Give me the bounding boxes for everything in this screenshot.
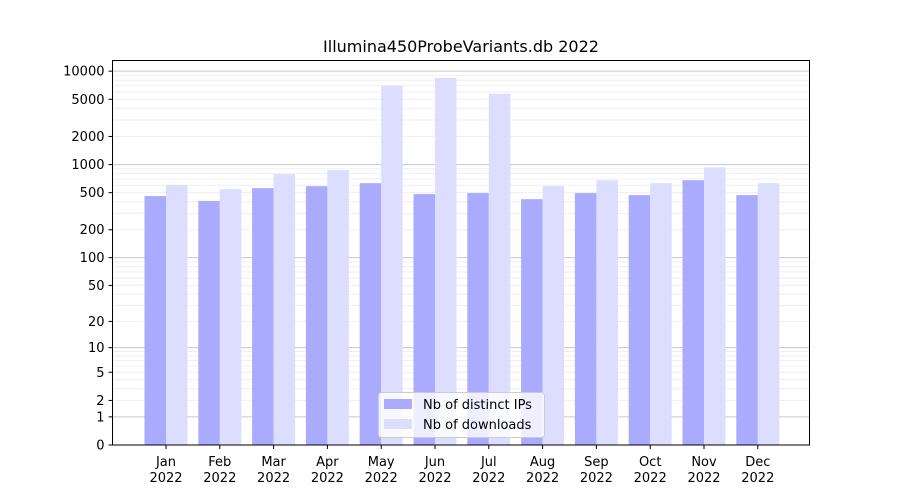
x-tick-label: 2022 (149, 471, 182, 486)
x-tick-label: Mar (261, 455, 286, 470)
bar-distinct-ips (359, 183, 382, 445)
y-tick-label: 2 (96, 394, 104, 409)
bar-downloads (757, 183, 780, 445)
legend-label: Nb of distinct IPs (423, 398, 532, 413)
bar-downloads (488, 93, 511, 446)
x-tick-label: Sep (584, 455, 609, 470)
legend-swatch (384, 419, 412, 429)
x-tick-label: Feb (208, 455, 231, 470)
y-tick-label: 100 (80, 251, 105, 266)
legend-label: Nb of downloads (423, 418, 532, 433)
y-tick-label: 1000 (71, 158, 104, 173)
bar-distinct-ips (198, 200, 220, 445)
bar-distinct-ips (736, 195, 758, 445)
bar-distinct-ips (305, 186, 328, 445)
x-tick-label: 2022 (418, 471, 451, 486)
bar-downloads (542, 186, 565, 445)
x-tick-label: 2022 (203, 471, 236, 486)
x-tick-label: 2022 (526, 471, 559, 486)
x-tick-label: 2022 (741, 471, 774, 486)
x-tick-label: 2022 (634, 471, 667, 486)
x-tick-label: Oct (639, 455, 661, 470)
bar-downloads (435, 77, 457, 446)
bar-distinct-ips (628, 195, 651, 445)
bar-distinct-ips (574, 193, 597, 445)
bar-downloads (219, 189, 242, 445)
bar-downloads (650, 183, 672, 445)
bar-distinct-ips (682, 180, 704, 445)
bar-downloads (704, 167, 726, 445)
legend: Nb of distinct IPs Nb of downloads (378, 392, 545, 438)
y-tick-label: 5 (96, 366, 104, 381)
y-tick-label: 2000 (71, 130, 104, 145)
y-tick-label: 50 (88, 279, 105, 294)
x-tick-label: Jan (155, 455, 176, 470)
chart-title: Illumina450ProbeVariants.db 2022 (323, 37, 599, 56)
bar-distinct-ips (144, 196, 166, 445)
x-tick-label: 2022 (687, 471, 720, 486)
bar-distinct-ips (252, 188, 274, 446)
x-tick-label: 2022 (365, 471, 398, 486)
y-tick-label: 10000 (63, 65, 104, 80)
legend-swatch (384, 399, 412, 409)
x-tick-label: 2022 (311, 471, 344, 486)
axes-frame (112, 60, 810, 446)
bar-downloads (166, 185, 188, 446)
y-tick-label: 1 (96, 410, 104, 425)
y-tick-label: 20 (88, 315, 105, 330)
bar-distinct-ips (521, 199, 543, 445)
bar-downloads (596, 180, 618, 445)
x-tick-label: Jun (424, 455, 445, 470)
y-tick-label: 200 (80, 223, 105, 238)
x-tick-label: Jul (480, 455, 497, 470)
x-tick-label: Apr (316, 455, 339, 470)
bar-downloads (273, 174, 296, 446)
x-tick-label: Nov (691, 455, 717, 470)
y-tick-label: 0 (96, 439, 104, 454)
x-tick-label: May (368, 455, 395, 470)
x-tick-label: Aug (530, 455, 555, 470)
y-tick-label: 500 (80, 186, 105, 201)
x-tick-label: Dec (745, 455, 770, 470)
x-tick-label: 2022 (472, 471, 505, 486)
y-tick-label: 10 (88, 341, 105, 356)
bar-distinct-ips (413, 194, 435, 445)
bar-downloads (381, 85, 403, 446)
bar-distinct-ips (467, 193, 489, 445)
bar-downloads (327, 170, 349, 445)
y-tick-label: 5000 (71, 93, 104, 108)
legend-box (378, 392, 545, 438)
x-tick-label: 2022 (257, 471, 290, 486)
x-tick-label: 2022 (580, 471, 613, 486)
